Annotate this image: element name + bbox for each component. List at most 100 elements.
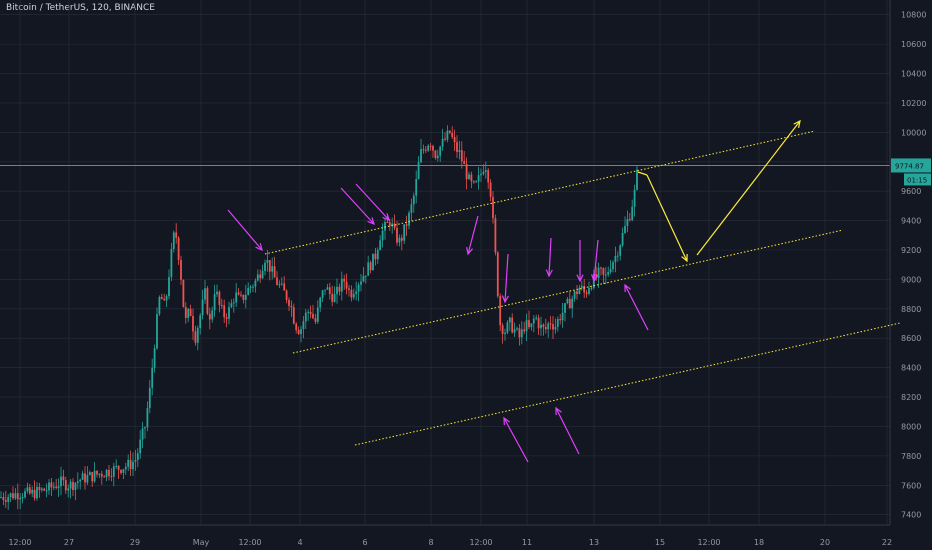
- x-tick-label: May: [193, 538, 210, 547]
- candle-body: [391, 223, 394, 226]
- candle-body: [266, 260, 269, 263]
- projection-arrow-down: [646, 174, 688, 262]
- candle-body: [304, 312, 307, 322]
- candle-body: [312, 313, 314, 319]
- candle-body: [170, 249, 173, 278]
- annotation-arrow: [593, 239, 599, 282]
- x-tick-label: 29: [130, 538, 140, 547]
- candle-body: [21, 497, 24, 499]
- candle-body: [580, 285, 583, 288]
- x-tick-label: 6: [362, 538, 367, 547]
- candle-body: [607, 271, 610, 275]
- y-tick-label: 8200: [901, 393, 921, 402]
- annotation-arrow: [624, 284, 649, 331]
- candle-body: [141, 428, 144, 440]
- candle-body: [72, 481, 74, 491]
- y-axis: 7400 7600 7800 8000 8200 8400 8600 8800 9000 9200…: [889, 0, 926, 525]
- candle-body: [84, 473, 86, 483]
- candle-body: [158, 297, 161, 315]
- candle-body: [40, 488, 43, 490]
- candle-body: [600, 267, 602, 269]
- x-tick-label: 8: [428, 538, 433, 547]
- candle-body: [278, 284, 281, 286]
- projection-arrow-up-head: [793, 119, 801, 128]
- candle-body: [619, 245, 622, 256]
- candle-body: [120, 469, 122, 473]
- candle-body: [326, 287, 329, 290]
- y-tick-label: 10400: [901, 70, 926, 79]
- candle-body: [292, 307, 295, 324]
- x-tick-label: 11: [522, 538, 532, 547]
- candle-body: [434, 150, 437, 159]
- candle-body: [192, 316, 194, 332]
- candle-body: [273, 266, 276, 278]
- candle-body: [465, 164, 468, 180]
- candle-body: [446, 130, 449, 140]
- y-tick-label: 8600: [901, 334, 921, 343]
- candle-body: [252, 286, 254, 288]
- candle-body: [235, 292, 238, 303]
- candle-body: [211, 310, 214, 320]
- annotation-arrow-head: [382, 213, 390, 222]
- countdown-bg: [904, 173, 931, 186]
- candle-body: [177, 237, 180, 260]
- annotation-arrow-head: [591, 274, 599, 283]
- candle-body: [376, 250, 379, 260]
- candle-body: [463, 161, 466, 165]
- candle-body: [146, 408, 149, 428]
- y-tick-label: 10600: [901, 40, 926, 49]
- candle-body: [208, 313, 211, 320]
- candle-body: [456, 142, 458, 152]
- candle-body: [180, 259, 182, 280]
- candle-body: [194, 331, 197, 343]
- candle-body: [489, 182, 492, 197]
- y-tick-label: 9600: [901, 187, 921, 196]
- y-tick-label: 7800: [901, 452, 921, 461]
- candle-body: [7, 497, 10, 502]
- candle-body: [156, 314, 158, 349]
- candle-body: [621, 232, 624, 246]
- candle-body: [268, 260, 271, 272]
- candle-body: [506, 322, 509, 333]
- candle-body: [496, 252, 499, 297]
- candle-body: [336, 286, 338, 295]
- candle-body: [350, 289, 353, 298]
- candle-body: [28, 487, 31, 494]
- candle-body: [57, 486, 60, 489]
- candle-body: [547, 323, 550, 330]
- candle-body: [136, 453, 139, 460]
- candle-body: [43, 488, 46, 491]
- candle-body: [218, 291, 221, 306]
- candle-body: [12, 493, 14, 499]
- candle-body: [175, 232, 178, 238]
- candle-body: [81, 473, 84, 480]
- candle-body: [247, 287, 250, 295]
- candle-body: [31, 489, 34, 494]
- candle-body: [182, 279, 185, 307]
- candle-body: [602, 268, 605, 275]
- projection-arrow-down-head: [681, 253, 688, 263]
- candle-body: [360, 281, 362, 285]
- x-tick-label: 12:00: [8, 538, 31, 547]
- candle-body: [129, 459, 132, 470]
- candle-body: [597, 267, 600, 278]
- candle-body: [232, 302, 235, 304]
- candle-body: [261, 270, 264, 279]
- candle-body: [348, 288, 350, 290]
- candle-body: [115, 465, 118, 467]
- candle-body: [153, 348, 156, 368]
- candle-body: [16, 493, 19, 500]
- annotation-arrow: [340, 187, 375, 225]
- candle-body: [216, 291, 218, 295]
- candle-body: [331, 293, 334, 302]
- projection-line: [637, 171, 648, 176]
- candle-body: [108, 469, 110, 477]
- candle-body: [544, 326, 547, 330]
- candle-body: [338, 286, 341, 292]
- x-tick-label: 13: [589, 538, 599, 547]
- candle-body: [415, 179, 418, 196]
- x-axis: 12:00 27 29 May 12:00 4 6 8 12:00 11 13 15 12:00 18 20…: [0, 524, 892, 547]
- candle-body: [48, 482, 50, 491]
- candle-body: [357, 284, 360, 292]
